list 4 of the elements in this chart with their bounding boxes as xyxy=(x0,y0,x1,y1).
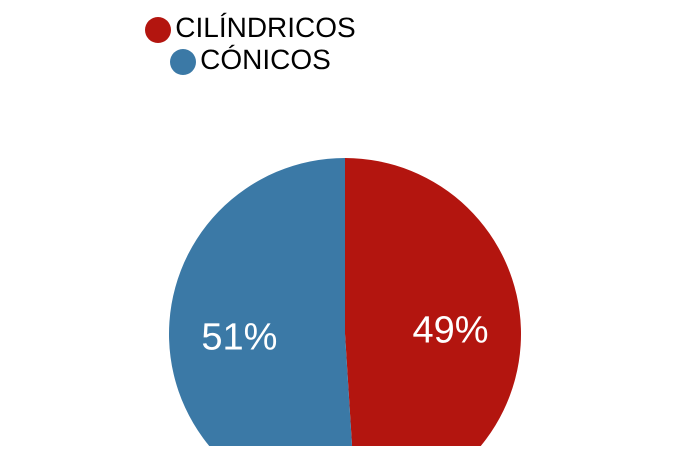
data-label: 51% xyxy=(201,316,278,358)
data-label: 49% xyxy=(412,310,489,352)
legend-label: CILÍNDRICOS xyxy=(175,12,356,43)
legend-label: CÓNICOS xyxy=(200,44,331,75)
